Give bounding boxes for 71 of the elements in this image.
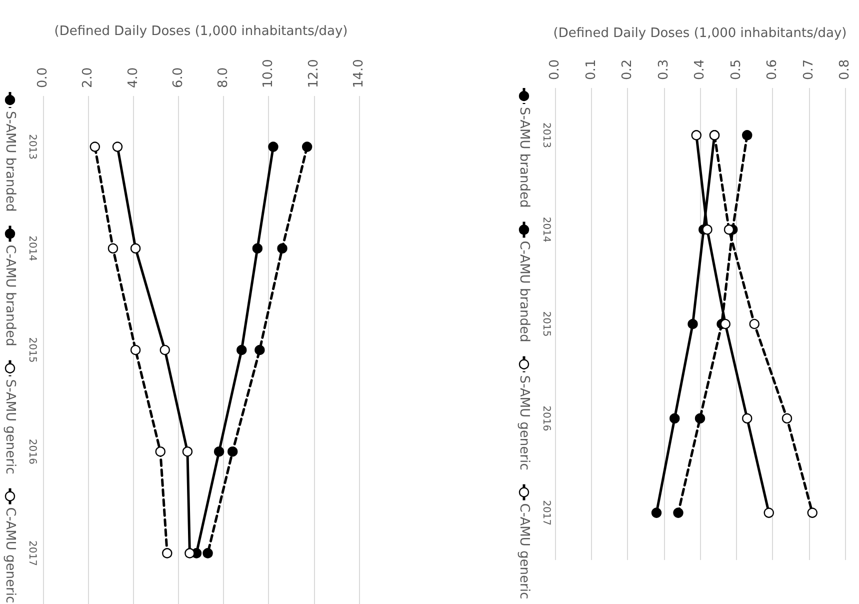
- point: [277, 243, 288, 254]
- legend-label: S-AMU generic: [516, 375, 532, 470]
- y-tick-label: 2015: [26, 337, 38, 363]
- x-tick-label: 0.2: [620, 59, 635, 80]
- point: [720, 318, 730, 330]
- x-tick-label: 0.0: [36, 67, 50, 88]
- point: [202, 548, 213, 558]
- legend-label: S-AMU branded: [516, 107, 532, 208]
- point: [742, 413, 752, 424]
- x-tick-label: 4.0: [126, 67, 141, 88]
- x-tick-label: 0.1: [584, 59, 599, 80]
- x-tick-label: 0.6: [765, 59, 780, 80]
- x-axis-title: (Defined Daily Doses (1,000 inhabitants/day): [54, 24, 348, 39]
- x-tick-label: 14.0: [352, 59, 366, 88]
- x-tick-label: 0.5: [728, 59, 744, 80]
- legend-label: C-AMU branded: [2, 244, 18, 346]
- point: [90, 142, 100, 152]
- point: [688, 318, 698, 330]
- point: [130, 243, 141, 254]
- x-tick-label: 12.0: [306, 59, 322, 88]
- point: [155, 446, 166, 457]
- legend-label: C-AMU generic: [2, 507, 18, 604]
- point: [252, 243, 263, 254]
- x-axis-title: (Defined Daily Doses (1,000 inhabitants/day): [553, 26, 847, 41]
- point: [694, 413, 706, 424]
- point: [130, 344, 141, 356]
- y-tick-label: 2013: [540, 122, 552, 148]
- y-tick-label: 2014: [26, 236, 38, 262]
- legend-label: S-AMU generic: [2, 379, 18, 474]
- y-tick-label: 2016: [26, 438, 38, 464]
- point: [702, 224, 712, 235]
- legend-label: C-AMU generic: [516, 503, 532, 600]
- point: [214, 446, 224, 457]
- point: [651, 508, 662, 518]
- y-tick-label: 2016: [540, 406, 552, 432]
- point: [742, 130, 752, 140]
- point: [182, 446, 193, 457]
- point: [724, 224, 734, 235]
- legend-label: C-AMU branded: [516, 240, 532, 342]
- point: [254, 344, 265, 356]
- y-tick-label: 2017: [26, 540, 38, 566]
- x-tick-label: 10.0: [261, 59, 276, 88]
- point: [268, 142, 278, 152]
- point: [691, 130, 702, 140]
- x-tick-label: 2.0: [80, 67, 96, 88]
- point: [782, 413, 792, 424]
- y-tick-label: 2013: [26, 134, 38, 160]
- point: [108, 243, 118, 254]
- point: [162, 548, 172, 558]
- x-tick-label: 0.8: [838, 59, 852, 80]
- x-tick-label: 8.0: [216, 67, 232, 88]
- point: [160, 344, 170, 356]
- point: [749, 318, 760, 330]
- point: [302, 142, 312, 152]
- point: [807, 508, 818, 518]
- point: [184, 548, 195, 558]
- x-tick-label: 6.0: [170, 67, 186, 88]
- y-tick-label: 2017: [540, 500, 552, 526]
- point: [236, 344, 247, 356]
- x-tick-label: 0.7: [801, 59, 816, 80]
- point: [670, 413, 680, 424]
- y-tick-label: 2014: [540, 216, 552, 242]
- point: [228, 446, 238, 457]
- point: [673, 508, 684, 518]
- point: [112, 142, 123, 152]
- legend-label: S-AMU branded: [2, 111, 18, 212]
- x-tick-label: 0.3: [656, 59, 672, 80]
- x-tick-label: 0.4: [692, 59, 708, 80]
- point: [764, 508, 774, 518]
- y-tick-label: 2015: [540, 311, 552, 337]
- x-tick-label: 0.0: [548, 59, 562, 80]
